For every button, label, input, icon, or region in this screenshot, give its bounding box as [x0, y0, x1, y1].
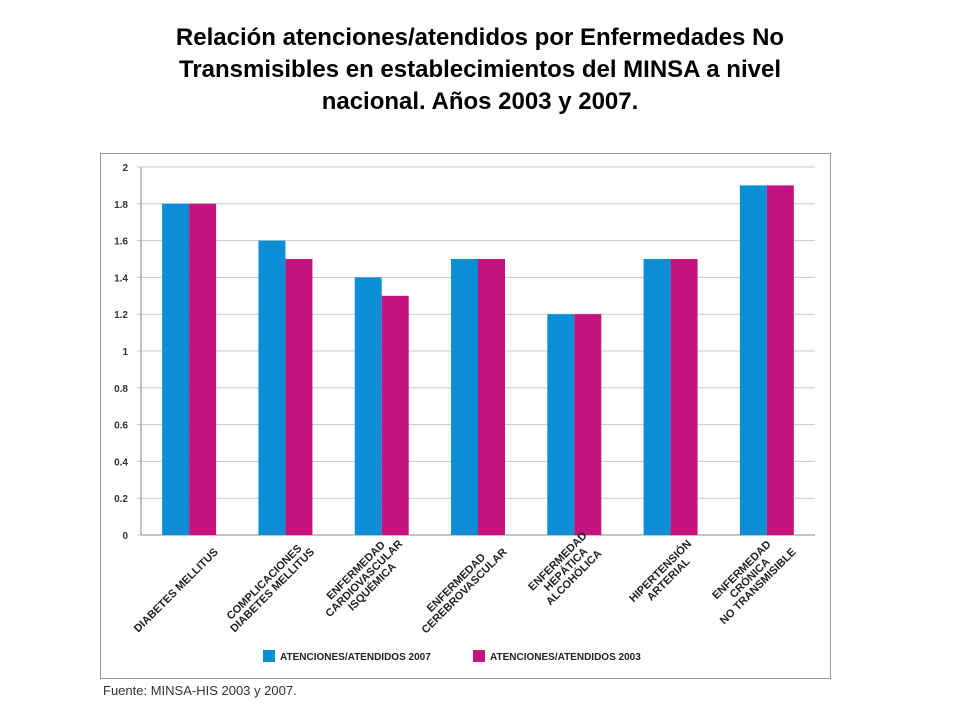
y-tick-label: 2 [122, 163, 128, 174]
bar-2003 [381, 295, 409, 535]
x-tick-label-text: ENFERMEDADCEREBROVASCULAR [411, 538, 509, 636]
x-tick-label: COMPLICACIONESDIABETES MELLITUS [220, 538, 317, 635]
bar-2007 [739, 185, 767, 535]
y-tick-label: 0 [122, 531, 128, 542]
bar-chart: 0 0.2 0.4 0.6 0.8 1 1.2 1.4 1.6 1.8 2 DIABETES MEL… [114, 163, 815, 663]
legend-label-2007: ATENCIONES/ATENDIDOS 2007 [280, 652, 431, 663]
legend: ATENCIONES/ATENDIDOS 2007 ATENCIONES/ATEN… [263, 650, 641, 663]
chart-title: Relación atenciones/atendidos por Enferm… [100, 22, 860, 118]
x-axis-labels: DIABETES MELLITUS COMPLICACIONESDIABETES … [132, 530, 799, 636]
y-tick-label: 0.2 [114, 494, 128, 505]
x-tick-label-text: ENFERMEDADCRÓNICANO TRANSMISIBLE [702, 530, 799, 627]
x-tick-label-line: DIABETES MELLITUS [132, 546, 221, 635]
y-tick-label: 1.2 [114, 310, 128, 321]
bar-2007 [451, 259, 478, 535]
y-tick-label: 0.4 [114, 457, 128, 468]
y-tick-label: 1 [122, 347, 128, 358]
x-tick-label: ENFERMEDADCARDIOVASCULARISQUÉMICA [315, 530, 413, 628]
x-tick-label-line: CEREBROVASCULAR [420, 546, 510, 636]
x-tick-label: ENFERMEDADHEPÁTICAALCOHÓLICA [526, 530, 606, 610]
bars [162, 185, 794, 536]
y-tick-label: 0.8 [114, 384, 128, 395]
x-tick-label-line: DIABETES MELLITUS [228, 546, 317, 635]
chart-title-line-3: nacional. Años 2003 y 2007. [321, 88, 639, 115]
x-tick-label-text: ENFERMEDADCARDIOVASCULARISQUÉMICA [315, 530, 413, 628]
bar-2003 [189, 203, 217, 536]
legend-label-2003: ATENCIONES/ATENDIDOS 2003 [490, 652, 641, 663]
y-tick-label: 1.4 [114, 273, 128, 284]
bar-2007 [354, 277, 382, 535]
bar-2003 [574, 314, 602, 535]
x-tick-label-text: HIPERTENSIÓNARTERIAL [627, 537, 703, 613]
bar-2007 [258, 240, 286, 535]
x-tick-label: ENFERMEDADCRÓNICANO TRANSMISIBLE [702, 530, 799, 627]
bar-2007 [547, 314, 575, 535]
x-tick-label-line: CARDIOVASCULAR [323, 538, 405, 620]
x-tick-label: ENFERMEDADCEREBROVASCULAR [411, 538, 510, 636]
chart-title-line-2: Transmisibles en establecimientos del MI… [179, 56, 781, 83]
source-note: Fuente: MINSA-HIS 2003 y 2007. [103, 683, 297, 698]
bar-2007 [162, 203, 190, 536]
bar-2003 [670, 259, 698, 535]
x-tick-label: HIPERTENSIÓNARTERIAL [627, 537, 703, 613]
x-tick-label: DIABETES MELLITUS [132, 546, 221, 635]
x-tick-label-text: ENFERMEDADHEPÁTICAALCOHÓLICA [526, 530, 606, 610]
bar-2003 [285, 259, 313, 535]
y-tick-label: 0.6 [114, 421, 128, 432]
bar-2003 [766, 185, 794, 535]
chart-title-line-1: Relación atenciones/atendidos por Enferm… [175, 24, 785, 51]
x-tick-label-text: COMPLICACIONESDIABETES MELLITUS [220, 538, 317, 635]
legend-swatch-2007 [263, 650, 275, 662]
bar-2007 [643, 259, 671, 535]
bar-2003 [478, 259, 505, 535]
x-tick-label-text: DIABETES MELLITUS [132, 546, 221, 635]
legend-swatch-2003 [473, 650, 485, 662]
y-tick-label: 1.8 [114, 200, 128, 211]
y-tick-label: 1.6 [114, 237, 128, 248]
x-tick-label-line: COMPLICACIONES [225, 543, 305, 623]
